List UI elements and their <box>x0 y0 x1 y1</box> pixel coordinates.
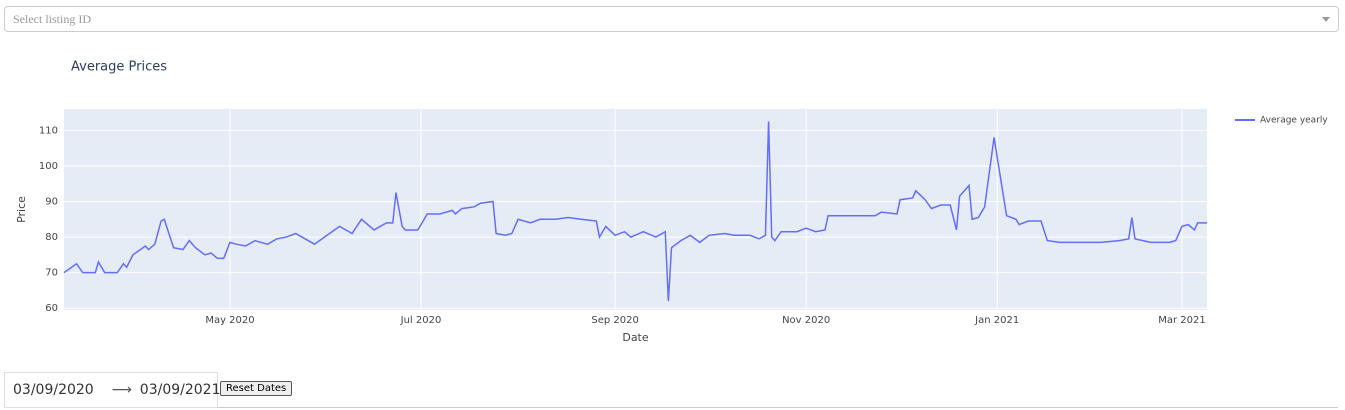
plot-area <box>64 109 1207 310</box>
end-date[interactable]: 03/09/2021 <box>139 382 221 398</box>
caret <box>1322 17 1330 22</box>
x-tick-label: Jul 2020 <box>400 315 442 326</box>
x-tick-label: Nov 2020 <box>782 315 830 326</box>
x-tick-label: Jan 2021 <box>974 315 1019 326</box>
x-axis-label: Date <box>622 331 649 344</box>
start-date[interactable]: 03/09/2020 <box>13 382 94 398</box>
y-axis-label: Price <box>15 196 28 223</box>
divider <box>218 407 1338 408</box>
y-tick-label: 70 <box>45 268 58 279</box>
y-tick-label: 100 <box>39 161 58 172</box>
listing-dropdown[interactable]: Select listing ID <box>4 6 1339 32</box>
date-range[interactable]: 03/09/2020 ⟶ 03/09/2021 <box>4 372 221 408</box>
dropdown-placeholder: Select listing ID <box>13 12 91 26</box>
y-tick-label: 110 <box>39 125 58 136</box>
y-tick-label: 80 <box>45 232 58 243</box>
chart: Average Prices 60 70 80 90 100 110 May 2020 Jul… <box>15 60 1328 345</box>
legend-label: Average yearly <box>1260 116 1328 126</box>
x-tick-label: Sep 2020 <box>591 315 638 326</box>
y-tick-label: 90 <box>45 196 58 207</box>
y-tick-label: 60 <box>45 303 58 314</box>
x-tick-label: May 2020 <box>205 315 254 326</box>
x-tick-label: Mar 2021 <box>1158 315 1206 326</box>
price-line <box>63 121 1207 302</box>
chart-title: Average Prices <box>71 60 167 75</box>
arrow: ⟶ <box>111 382 132 398</box>
reset-button[interactable]: Reset Dates <box>220 381 293 396</box>
